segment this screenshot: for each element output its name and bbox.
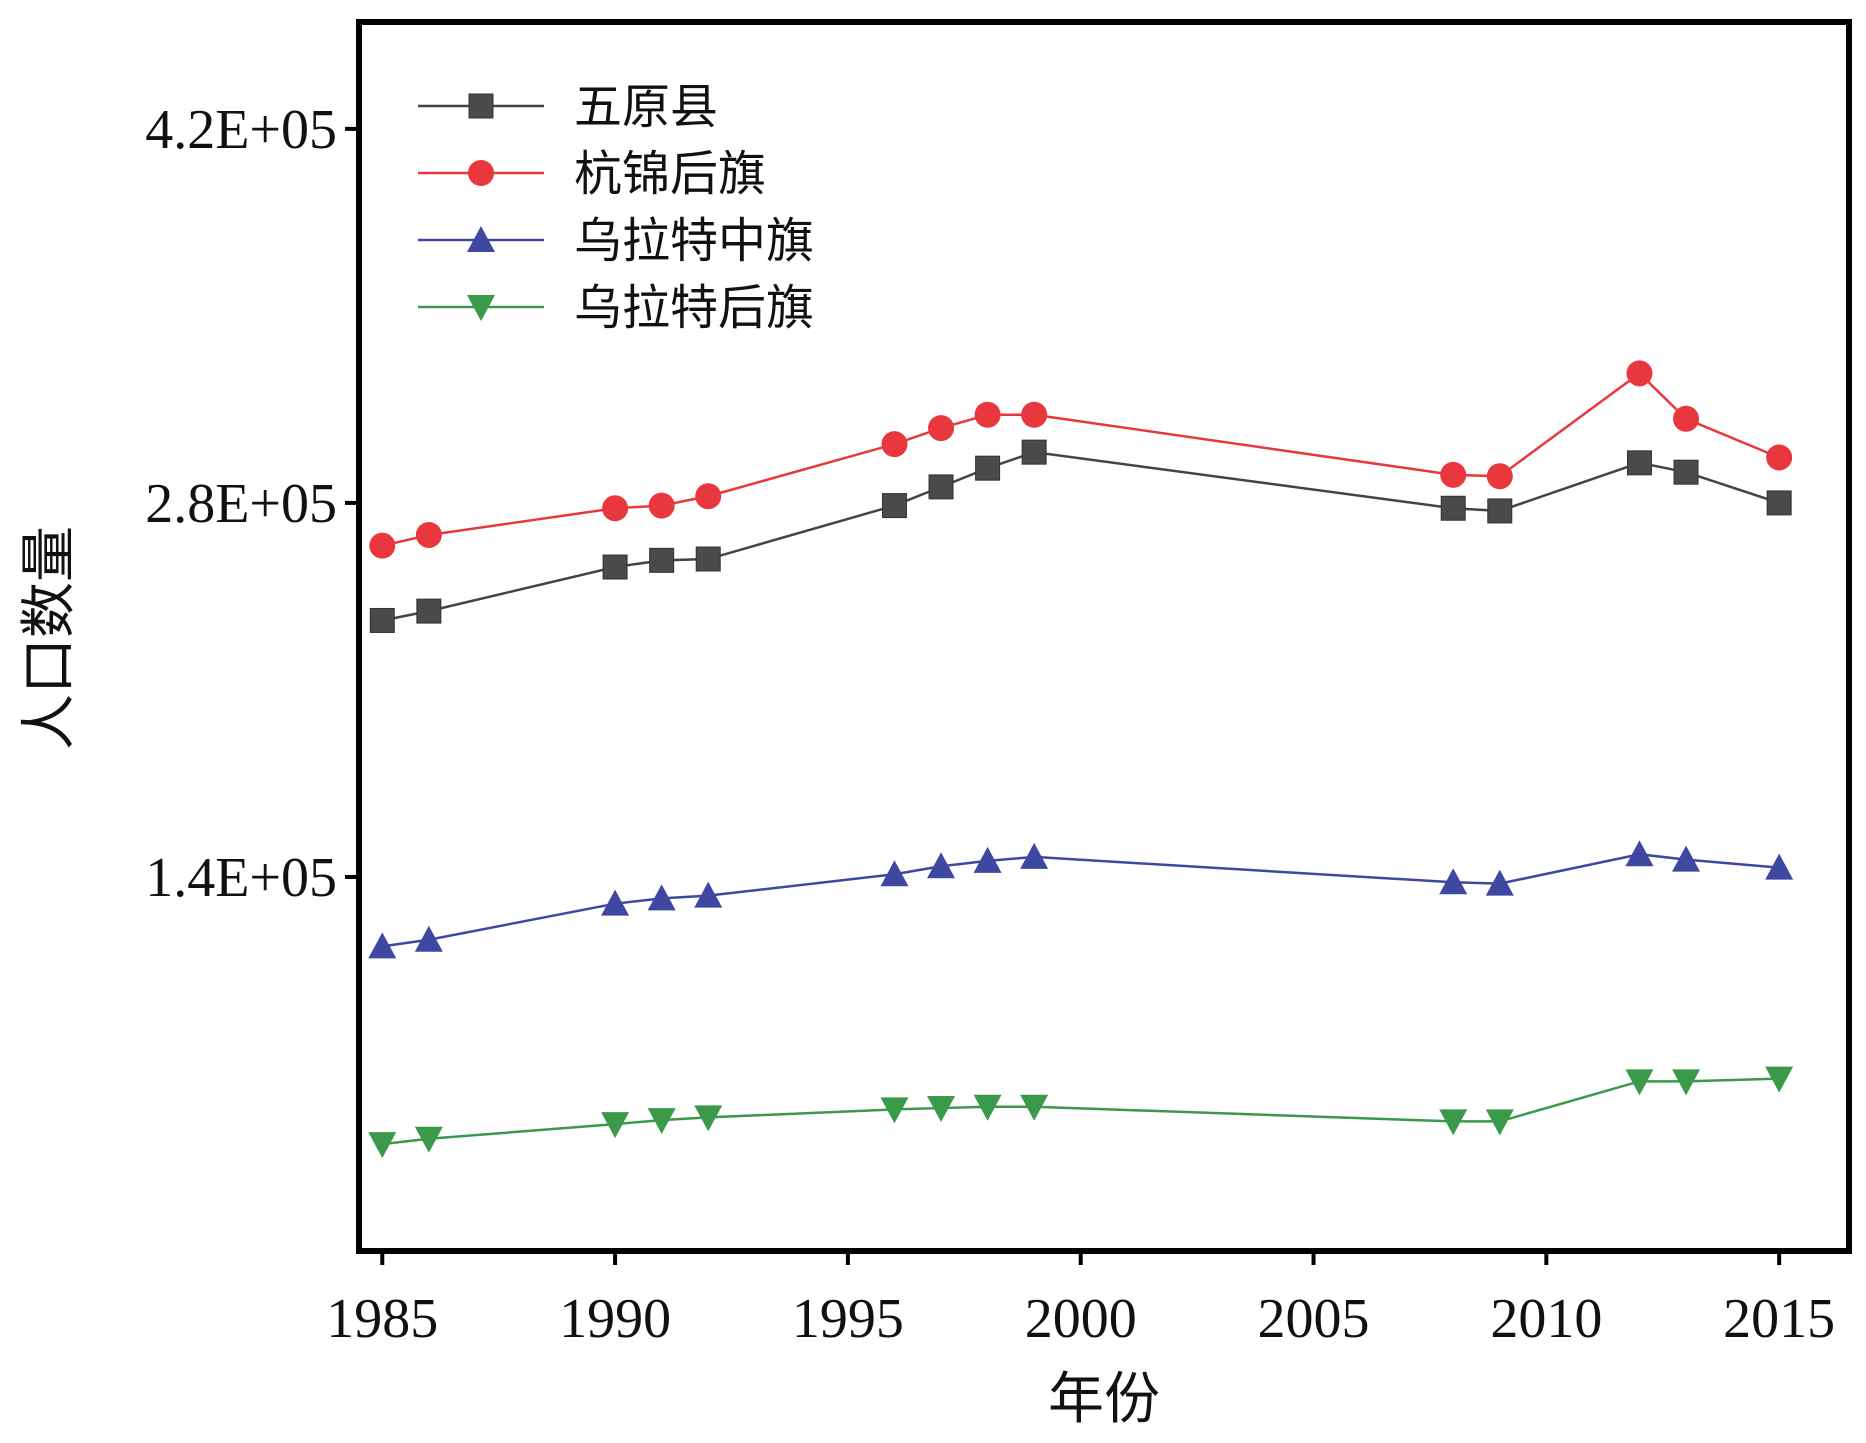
data-point: [1439, 1109, 1468, 1136]
series-line: [382, 852, 1780, 948]
data-point: [694, 1105, 723, 1132]
data-point: [928, 415, 955, 442]
legend-label: 五原县: [574, 79, 718, 135]
legend-label: 乌拉特中旗: [574, 213, 814, 269]
data-point: [1672, 845, 1701, 872]
data-point: [1765, 853, 1794, 880]
data-point: [648, 492, 675, 519]
data-point: [973, 846, 1002, 873]
x-tick-label: 1990: [559, 1288, 671, 1350]
series-3: [368, 840, 1794, 959]
series-4: [368, 1066, 1794, 1159]
legend-item: 乌拉特后旗: [418, 280, 814, 336]
data-point: [1020, 842, 1049, 869]
series-2: [369, 360, 1793, 559]
series-line: [382, 1077, 1780, 1146]
data-point: [1487, 498, 1513, 524]
data-point: [415, 521, 442, 548]
data-point: [1625, 1069, 1654, 1096]
data-point: [1440, 495, 1466, 521]
data-point: [1486, 463, 1513, 490]
data-point: [649, 547, 675, 573]
x-tick-label: 2015: [1723, 1288, 1835, 1350]
legend-item: 杭锦后旗: [418, 146, 766, 202]
data-point: [369, 532, 396, 559]
data-point: [414, 1126, 443, 1153]
data-point: [1485, 1109, 1514, 1136]
data-point: [695, 546, 721, 572]
x-axis-title: 年份: [1048, 1367, 1160, 1432]
data-point: [1766, 444, 1793, 471]
data-point: [1672, 1069, 1701, 1096]
data-point: [1021, 439, 1047, 465]
data-point: [1439, 868, 1468, 895]
data-point: [695, 483, 722, 510]
legend-marker: [467, 226, 495, 252]
series-layer: [368, 360, 1794, 1159]
y-tick-label: 4.2E+05: [145, 99, 337, 161]
x-tick-label: 2000: [1025, 1288, 1137, 1350]
y-axis-title: 人口数量: [17, 526, 82, 750]
legend-marker: [467, 295, 495, 321]
plot-frame: [356, 19, 1852, 1254]
data-point: [601, 1112, 630, 1139]
data-point: [602, 495, 629, 522]
legend-marker: [468, 93, 494, 119]
legend-item: 乌拉特中旗: [418, 213, 814, 269]
data-point: [1440, 461, 1467, 488]
x-tick-label: 2005: [1258, 1288, 1370, 1350]
data-point: [973, 1094, 1002, 1121]
legend-label: 杭锦后旗: [574, 146, 766, 202]
data-point: [602, 554, 628, 580]
legend-marker: [468, 160, 494, 186]
data-point: [927, 852, 956, 879]
data-point: [368, 932, 397, 959]
data-point: [1626, 450, 1652, 476]
y-tick-label: 2.8E+05: [145, 473, 337, 535]
data-point: [647, 884, 676, 911]
data-point: [1673, 459, 1699, 485]
data-point: [1625, 840, 1654, 867]
data-point: [1766, 490, 1792, 516]
data-point: [1485, 869, 1514, 896]
data-point: [647, 1108, 676, 1135]
data-point: [927, 1096, 956, 1123]
data-point: [1021, 401, 1048, 428]
data-point: [1765, 1066, 1794, 1093]
data-point: [416, 598, 442, 624]
y-axis-ticks: 1.4E+05 2.8E+05 4.2E+05: [145, 99, 359, 909]
data-point: [1673, 405, 1700, 432]
data-point: [369, 607, 395, 633]
x-tick-label: 2010: [1490, 1288, 1602, 1350]
data-point: [1020, 1094, 1049, 1121]
data-point: [880, 860, 909, 887]
data-point: [975, 455, 1001, 481]
data-point: [414, 925, 443, 952]
y-tick-label: 1.4E+05: [145, 847, 337, 909]
data-point: [974, 401, 1001, 428]
series-1: [369, 439, 1792, 633]
data-point: [601, 889, 630, 916]
data-point: [368, 1132, 397, 1159]
x-axis-ticks: 1985 1990 1995 2000 2005 2010 2015: [326, 1251, 1835, 1350]
x-tick-label: 1985: [326, 1288, 438, 1350]
x-tick-label: 1995: [792, 1288, 904, 1350]
series-line: [382, 450, 1780, 622]
data-point: [694, 881, 723, 908]
data-point: [928, 474, 954, 500]
legend-item: 五原县: [418, 79, 718, 135]
data-point: [881, 431, 908, 458]
data-point: [881, 493, 907, 519]
legend-label: 乌拉特后旗: [574, 280, 814, 336]
data-point: [880, 1097, 909, 1124]
data-point: [1626, 360, 1653, 387]
